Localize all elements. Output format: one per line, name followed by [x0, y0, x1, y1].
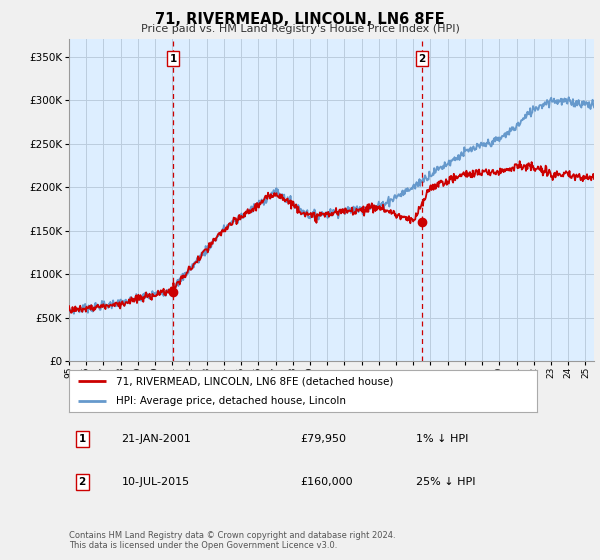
Text: 25% ↓ HPI: 25% ↓ HPI: [415, 477, 475, 487]
Text: 1: 1: [170, 54, 177, 63]
Text: 10-JUL-2015: 10-JUL-2015: [121, 477, 190, 487]
Text: £79,950: £79,950: [300, 434, 346, 444]
Text: 2: 2: [419, 54, 426, 63]
Text: 2: 2: [79, 477, 86, 487]
Text: 71, RIVERMEAD, LINCOLN, LN6 8FE (detached house): 71, RIVERMEAD, LINCOLN, LN6 8FE (detache…: [116, 376, 393, 386]
Text: Price paid vs. HM Land Registry's House Price Index (HPI): Price paid vs. HM Land Registry's House …: [140, 24, 460, 34]
Text: 21-JAN-2001: 21-JAN-2001: [121, 434, 191, 444]
Text: HPI: Average price, detached house, Lincoln: HPI: Average price, detached house, Linc…: [116, 396, 346, 406]
Text: £160,000: £160,000: [300, 477, 353, 487]
Text: 1% ↓ HPI: 1% ↓ HPI: [415, 434, 468, 444]
Text: 71, RIVERMEAD, LINCOLN, LN6 8FE: 71, RIVERMEAD, LINCOLN, LN6 8FE: [155, 12, 445, 27]
Text: 1: 1: [79, 434, 86, 444]
Text: Contains HM Land Registry data © Crown copyright and database right 2024.
This d: Contains HM Land Registry data © Crown c…: [69, 531, 395, 550]
